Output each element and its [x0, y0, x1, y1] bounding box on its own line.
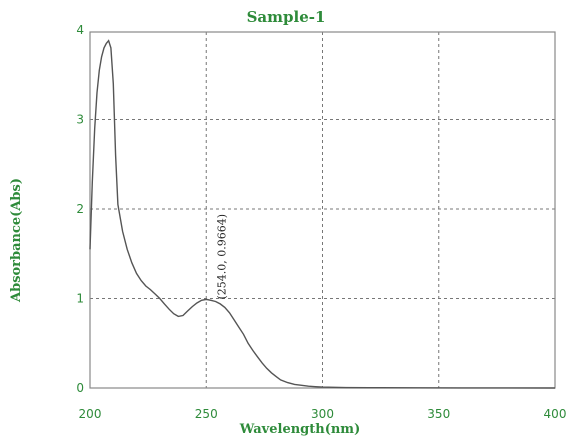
y-tick-label: 1	[76, 292, 84, 306]
absorbance-curve	[89, 39, 556, 389]
chart-title: Sample-1	[247, 8, 326, 26]
grid	[90, 32, 555, 389]
y-tick-label: 2	[76, 202, 84, 216]
peak-annotation: (254.0, 0.9664)	[216, 214, 229, 300]
x-tick-label: 300	[311, 407, 334, 421]
plot-frame	[89, 31, 556, 389]
x-tick-label: 400	[544, 407, 567, 421]
x-axis-label: Wavelength(nm)	[239, 422, 360, 436]
tick-labels: 200 250 300 350 400 0 1 2 3 4	[76, 23, 566, 421]
y-axis-label: Absorbance(Abs)	[9, 178, 24, 303]
y-tick-label: 3	[76, 113, 84, 127]
y-tick-label: 0	[76, 381, 84, 395]
annotations: (254.0, 0.9664)	[216, 214, 229, 300]
y-tick-label: 4	[76, 23, 84, 37]
x-tick-label: 250	[195, 407, 218, 421]
x-tick-label: 200	[79, 407, 102, 421]
x-tick-label: 350	[427, 407, 450, 421]
